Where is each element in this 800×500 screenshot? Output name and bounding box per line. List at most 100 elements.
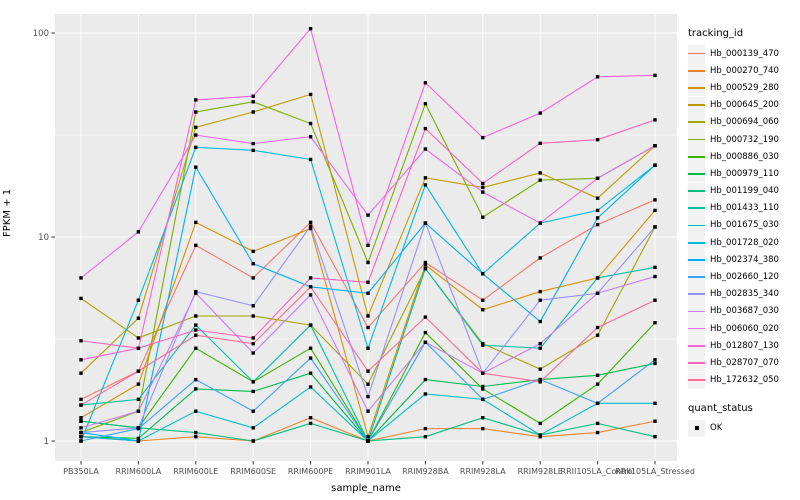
data-point <box>136 336 141 340</box>
data-point <box>653 198 657 202</box>
data-point <box>136 230 141 234</box>
data-point <box>653 144 657 148</box>
legend-key-swatch <box>688 113 705 131</box>
legend-item-label: Hb_012807_130 <box>710 340 779 351</box>
x-tick-label: RRII105LA_Stressed <box>615 467 695 476</box>
data-point <box>79 371 83 375</box>
data-point <box>251 351 255 355</box>
legend-key-swatch <box>688 148 705 166</box>
data-point <box>251 249 255 254</box>
data-point <box>423 81 428 85</box>
data-point <box>653 118 657 122</box>
data-point <box>481 298 485 302</box>
data-point <box>366 434 370 439</box>
data-point <box>194 346 198 350</box>
data-point <box>538 141 542 145</box>
data-point <box>79 397 83 402</box>
legend-item-label: Hb_006060_020 <box>710 323 779 334</box>
data-point <box>423 377 428 382</box>
data-point <box>595 222 600 227</box>
data-point <box>538 346 542 350</box>
data-point <box>423 315 428 319</box>
legend-item-Hb_012807_130: Hb_012807_130 <box>688 337 798 355</box>
data-point <box>481 397 485 402</box>
data-point <box>653 401 657 406</box>
data-point <box>653 434 657 439</box>
legend-item-label: Hb_000886_030 <box>710 151 779 162</box>
data-point <box>423 263 428 267</box>
data-point <box>308 346 313 350</box>
legend-item-Hb_028707_070: Hb_028707_070 <box>688 354 798 372</box>
data-point <box>251 336 255 340</box>
x-tick-label: RRIM600PE <box>288 467 334 476</box>
data-point <box>481 215 485 219</box>
legend-item-label: Hb_001728_020 <box>710 237 779 248</box>
data-point <box>79 296 83 301</box>
x-tick-label: RRIM928LE <box>518 467 563 476</box>
data-point <box>595 430 600 435</box>
data-point <box>308 26 313 31</box>
series-color-line-icon <box>688 362 705 364</box>
legend-key-swatch <box>688 354 705 372</box>
data-point <box>251 439 255 443</box>
legend-item-label: Hb_002660_120 <box>710 272 779 283</box>
data-point <box>194 165 198 169</box>
legend-item-label: Hb_000732_190 <box>710 134 779 145</box>
data-point <box>423 392 428 396</box>
data-point <box>251 141 255 146</box>
data-point <box>366 346 370 350</box>
data-point <box>538 433 542 437</box>
data-point <box>251 380 255 384</box>
y-tick-label: 100 <box>33 29 49 39</box>
legend-item-Hb_000529_280: Hb_000529_280 <box>688 79 798 97</box>
data-point <box>251 304 255 308</box>
data-point <box>538 221 542 225</box>
legend-item-Hb_001675_030: Hb_001675_030 <box>688 216 798 234</box>
legend-key-swatch <box>688 251 705 269</box>
data-point <box>136 369 141 373</box>
data-point <box>194 125 198 129</box>
legend-item-label: Hb_000694_060 <box>710 117 779 128</box>
legend-item-Hb_000694_060: Hb_000694_060 <box>688 113 798 131</box>
data-point <box>653 298 657 302</box>
data-point <box>538 367 542 371</box>
filled-square-icon <box>694 426 699 431</box>
series-color-line-icon <box>688 310 705 313</box>
data-point <box>423 426 428 431</box>
series-color-line-icon <box>688 173 705 175</box>
data-point <box>481 343 485 347</box>
data-point <box>136 409 141 413</box>
data-point <box>366 382 370 386</box>
data-point <box>194 409 198 413</box>
series-color-line-icon <box>688 207 705 210</box>
series-color-line-icon <box>688 293 705 296</box>
data-point <box>251 314 255 318</box>
data-point <box>481 272 485 276</box>
data-point <box>79 439 83 443</box>
series-color-line-icon <box>688 190 705 192</box>
data-point <box>595 373 600 377</box>
data-point <box>194 333 198 337</box>
data-point <box>308 224 313 228</box>
x-tick-label: RRII105LA_Control <box>561 467 635 476</box>
data-point <box>366 243 370 248</box>
x-tick-label: RRIM928BA <box>402 467 449 476</box>
legend-series-list: Hb_000139_470 Hb_000270_740 Hb_000529_280 H… <box>688 45 798 389</box>
data-point <box>79 416 83 420</box>
legend-item-Hb_003687_030: Hb_003687_030 <box>688 302 798 320</box>
data-point <box>366 314 370 318</box>
data-point <box>251 389 255 394</box>
y-tick-label: 1 <box>44 437 49 447</box>
legend-key-swatch <box>688 371 705 389</box>
data-point <box>251 409 255 413</box>
legend-key-swatch <box>688 79 705 97</box>
legend-item-label: Hb_028707_070 <box>710 357 779 368</box>
data-point <box>194 291 198 295</box>
data-point <box>423 147 428 151</box>
data-point <box>308 371 313 375</box>
data-point <box>538 171 542 175</box>
legend-item-label: Hb_172632_050 <box>710 375 779 386</box>
data-point <box>538 178 542 182</box>
series-color-line-icon <box>688 276 705 278</box>
data-point <box>538 377 542 382</box>
